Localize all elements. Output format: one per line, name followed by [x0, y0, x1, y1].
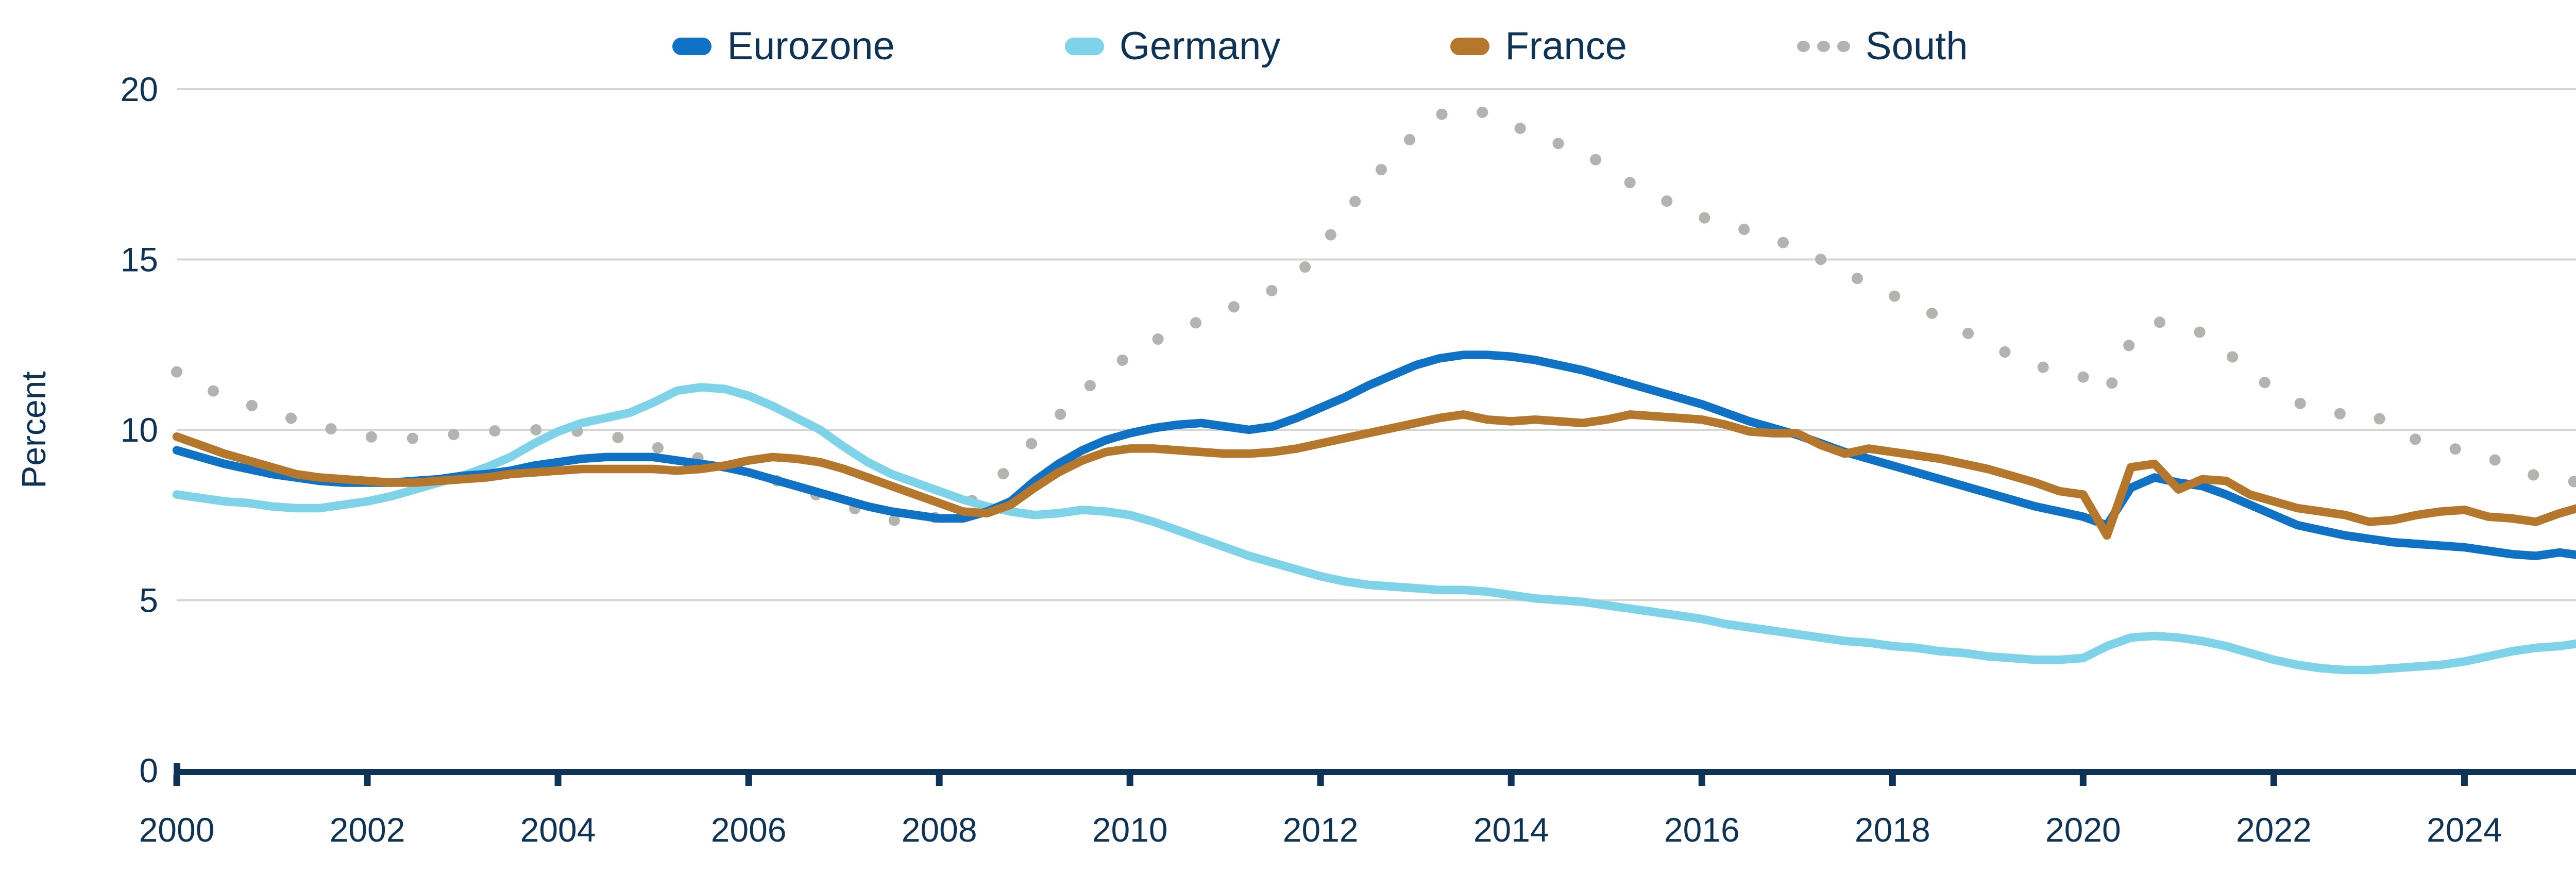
legend-label-germany: Germany [1119, 24, 1281, 68]
x-tick-label-2012: 2012 [1283, 811, 1359, 849]
y-tick-label-15: 15 [121, 241, 158, 279]
x-tick-label-2006: 2006 [711, 811, 787, 849]
legend-label-france: France [1505, 24, 1627, 68]
x-tick-label-2024: 2024 [2427, 811, 2502, 849]
x-tick-2016 [1698, 775, 1705, 786]
x-tick-label-2016: 2016 [1664, 811, 1740, 849]
germany-line-swatch-icon [1064, 38, 1104, 55]
x-tick-2006 [745, 775, 752, 786]
x-tick-2014 [1507, 775, 1515, 786]
legend: Eurozone Germany France South [0, 27, 2576, 66]
x-tick-2002 [364, 775, 371, 786]
x-tick-2010 [1126, 775, 1133, 786]
south-dotted-swatch-icon [1797, 41, 1850, 52]
x-tick-2000 [173, 775, 180, 786]
x-tick-2024 [2461, 775, 2468, 786]
x-tick-label-2018: 2018 [1855, 811, 1930, 849]
x-tick-label-2008: 2008 [902, 811, 977, 849]
x-axis-line [174, 769, 2576, 775]
legend-item-france: France [1450, 27, 1627, 66]
x-tick-2018 [1889, 775, 1896, 786]
x-tick-2008 [936, 775, 943, 786]
x-tick-label-2014: 2014 [1473, 811, 1549, 849]
series-line-eurozone [172, 350, 2576, 560]
series-line-south [171, 104, 2576, 528]
x-tick-label-2010: 2010 [1092, 811, 1168, 849]
legend-item-eurozone: Eurozone [672, 24, 895, 68]
x-tick-2004 [554, 775, 562, 786]
series-line-germany [172, 383, 2576, 675]
series-line-france [172, 410, 2576, 540]
x-tick-label-2002: 2002 [330, 811, 405, 849]
legend-label-south: South [1865, 24, 1968, 68]
x-tick-label-2022: 2022 [2236, 811, 2312, 849]
x-axis-start-cap [174, 763, 180, 775]
y-tick-label-5: 5 [139, 581, 158, 619]
y-tick-label-20: 20 [121, 70, 158, 108]
x-tick-label-2000: 2000 [139, 811, 215, 849]
legend-item-south: South [1797, 27, 1968, 66]
x-tick-label-2020: 2020 [2045, 811, 2121, 849]
x-tick-label-2004: 2004 [520, 811, 596, 849]
y-tick-label-10: 10 [121, 411, 158, 449]
x-tick-2020 [2079, 775, 2087, 786]
y-tick-label-0: 0 [139, 751, 158, 790]
legend-label-eurozone: Eurozone [727, 24, 895, 68]
y-axis-title: Percent [14, 371, 53, 488]
x-tick-2022 [2270, 775, 2277, 786]
legend-item-germany: Germany [1064, 24, 1281, 68]
x-tick-2012 [1317, 775, 1324, 786]
france-line-swatch-icon [1450, 38, 1490, 55]
eurozone-line-swatch-icon [672, 38, 712, 55]
